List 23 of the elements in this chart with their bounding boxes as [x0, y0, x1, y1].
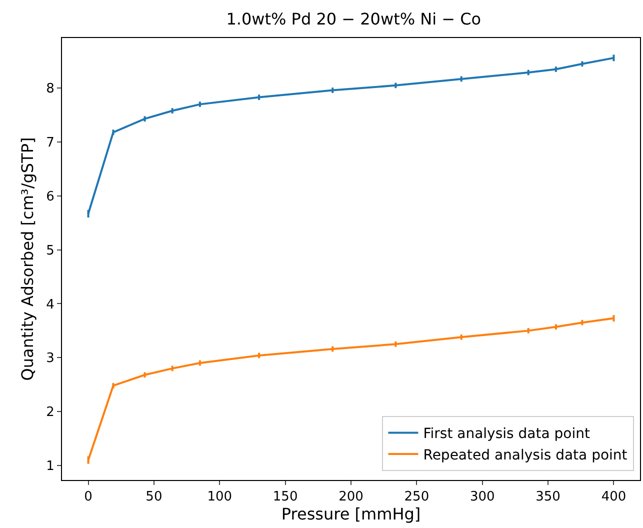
x-tick-label: 400 [601, 490, 626, 505]
x-tick-label: 200 [338, 490, 364, 505]
line-series [87, 56, 615, 215]
x-tick-label: 50 [146, 490, 162, 505]
legend-label: First analysis data point [423, 426, 590, 442]
chart-title: 1.0wt% Pd 20 − 20wt% Ni − Co [226, 9, 482, 28]
x-tick-label: 150 [272, 490, 298, 505]
y-tick-label: 3 [46, 351, 54, 366]
x-axis-title: Pressure [mmHg] [281, 504, 421, 524]
legend-label: Repeated analysis data point [423, 447, 628, 464]
y-tick-label: 7 [46, 136, 54, 151]
x-tick-label: 300 [470, 490, 495, 505]
x-tick-label: 0 [84, 490, 92, 505]
y-tick-label: 5 [46, 243, 54, 258]
x-tick-label: 250 [404, 490, 430, 505]
y-axis-title: Quantity Adsorbed [cm³/gSTP] [18, 137, 38, 381]
y-tick-label: 6 [46, 189, 54, 204]
y-tick-label: 8 [46, 82, 54, 97]
y-tick-label: 1 [46, 459, 54, 474]
y-tick-label: 4 [46, 297, 54, 312]
x-tick-label: 350 [536, 490, 560, 505]
y-tick-label: 2 [46, 405, 54, 420]
x-tick-label: 100 [207, 490, 232, 505]
